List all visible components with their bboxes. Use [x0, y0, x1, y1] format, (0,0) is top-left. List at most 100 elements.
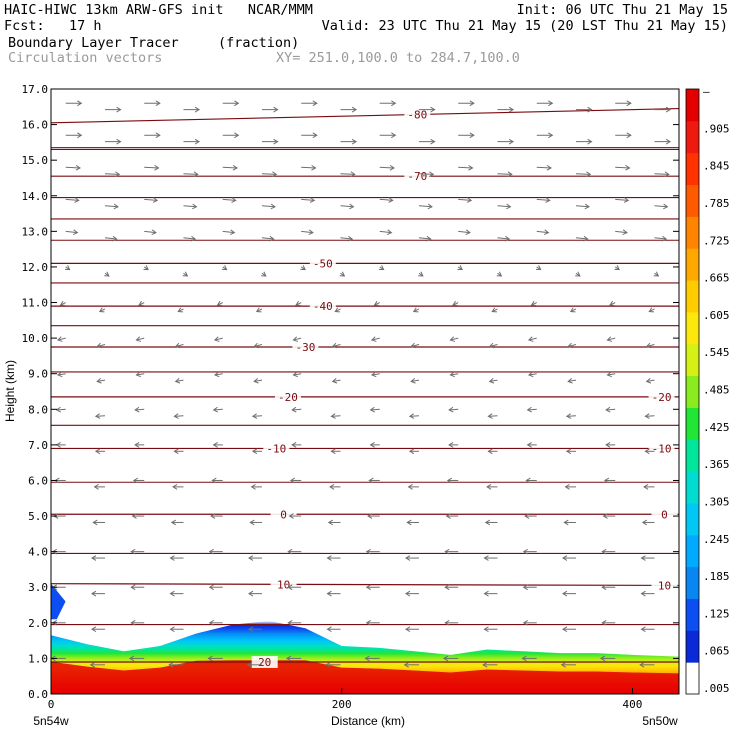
vector-head — [525, 477, 531, 484]
vector-head — [212, 406, 219, 413]
colorbar-label: .545 — [703, 346, 730, 359]
xy-range: XY= 251.0,100.0 to 284.7,100.0 — [276, 50, 520, 66]
vector-head — [155, 132, 161, 139]
vector-head — [391, 100, 397, 107]
vector-head — [77, 132, 83, 139]
vector-head — [295, 300, 301, 306]
contour-label: 10 — [277, 578, 290, 591]
contour-label-bg — [263, 442, 290, 455]
vector-head — [403, 661, 409, 668]
vector-head — [448, 442, 454, 448]
vector-head — [351, 106, 358, 113]
vector-head — [567, 342, 573, 349]
vector-head — [170, 519, 177, 526]
colorbar-label: .605 — [703, 309, 730, 322]
vector-shaft — [222, 166, 238, 169]
vector-head — [96, 342, 102, 349]
vector-head — [444, 619, 450, 626]
colorbar-swatch — [686, 502, 699, 536]
vector-head — [291, 442, 297, 448]
vector-shaft — [175, 379, 184, 382]
vector-head — [339, 271, 346, 277]
vector-head — [213, 336, 220, 342]
contour-label: -20 — [278, 391, 298, 404]
vector-head — [452, 300, 458, 306]
vector-shaft — [254, 344, 263, 347]
vector-shaft — [536, 230, 549, 234]
vector-head — [130, 584, 136, 591]
vector-head — [602, 513, 608, 519]
vector-head — [562, 555, 568, 561]
vector-head — [483, 626, 489, 633]
vector-head — [289, 477, 296, 484]
vector-head — [91, 626, 97, 633]
vector-head — [601, 548, 607, 555]
vector-shaft — [213, 408, 223, 411]
vector-head — [601, 619, 607, 626]
vector-head — [482, 661, 488, 668]
vector-head — [93, 484, 99, 490]
colorbar-swatch — [686, 343, 699, 377]
vector-shaft — [536, 198, 550, 201]
vector-head — [350, 171, 356, 178]
vectors-label: Circulation vectors — [8, 50, 163, 66]
vector-shaft — [254, 379, 263, 382]
vector-head — [130, 548, 136, 555]
vector-head — [334, 307, 340, 313]
vector-shaft — [261, 173, 277, 175]
vector-head — [251, 413, 258, 419]
vector-shaft — [497, 237, 510, 240]
vector-head — [253, 342, 259, 349]
contour-label-bg — [309, 257, 336, 270]
vector-head — [405, 555, 411, 561]
vector-head — [530, 300, 537, 306]
colorbar-swatch — [686, 152, 699, 186]
vector-head — [169, 555, 175, 561]
y-tick-label: 6.0 — [28, 474, 48, 487]
colorbar-swatch — [686, 311, 699, 345]
vector-head — [603, 477, 610, 484]
vector-head — [418, 271, 424, 277]
colorbar-label: .365 — [703, 458, 730, 471]
vector-head — [221, 265, 228, 271]
vector-head — [626, 100, 632, 107]
vector-head — [625, 164, 631, 171]
vector-shaft — [104, 205, 119, 208]
vector-shaft — [214, 337, 223, 341]
vector-head — [169, 626, 175, 633]
vector-head — [113, 203, 119, 210]
contour-label-bg — [648, 390, 675, 403]
vector-shaft — [418, 173, 434, 175]
vector-shaft — [301, 198, 315, 201]
vector-shaft — [144, 166, 159, 169]
vector-head — [98, 307, 105, 313]
vector-shaft — [331, 415, 341, 417]
vector-shaft — [65, 166, 81, 169]
vector-head — [55, 406, 62, 413]
vector-head — [548, 132, 554, 139]
vector-shaft — [332, 379, 341, 382]
colorbar-swatch — [686, 471, 699, 504]
vector-shaft — [175, 344, 184, 347]
vector-head — [169, 590, 175, 597]
vector-head — [174, 378, 181, 384]
y-tick-label: 8.0 — [28, 403, 48, 416]
vector-shaft — [379, 230, 392, 234]
vector-head — [94, 413, 101, 419]
vector-head — [585, 171, 592, 178]
vector-head — [134, 442, 140, 448]
vector-head — [430, 138, 436, 145]
colorbar-swatch — [686, 630, 699, 663]
vector-shaft — [527, 408, 537, 411]
vector-head — [273, 138, 279, 145]
contour-label-bg — [651, 508, 678, 521]
vector-head — [546, 164, 552, 171]
vector-head — [134, 406, 140, 413]
vector-head — [364, 655, 370, 662]
vector-head — [487, 448, 493, 455]
vector-head — [486, 484, 492, 490]
colorbar-swatch — [686, 566, 699, 599]
vector-shaft — [136, 373, 145, 376]
vector-head — [427, 203, 433, 210]
vector-head — [587, 106, 593, 113]
